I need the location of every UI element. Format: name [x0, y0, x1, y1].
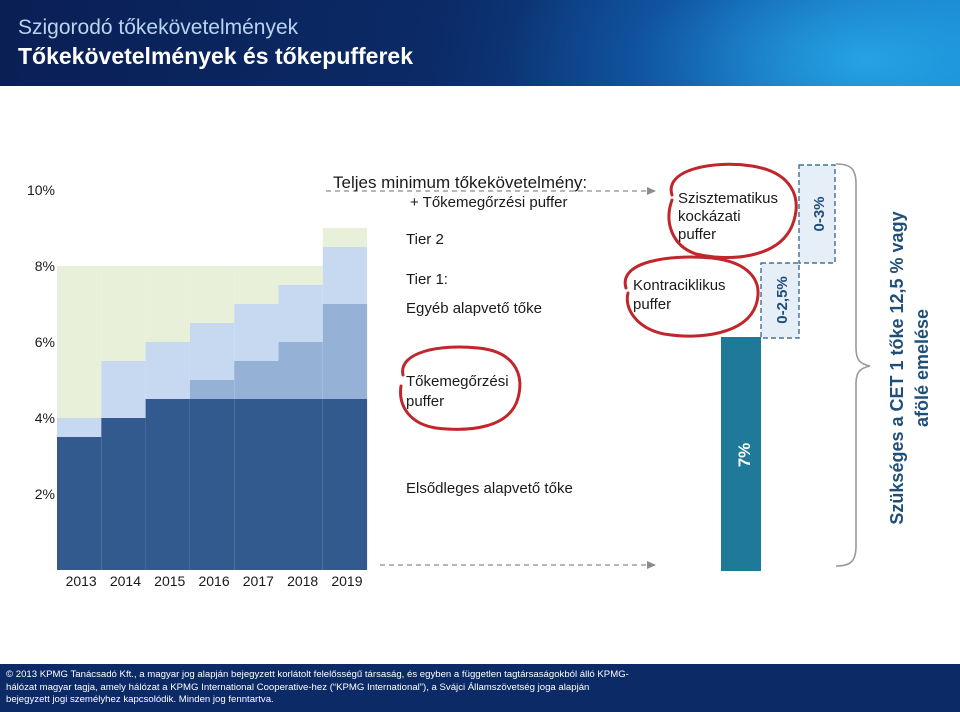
slide-header: Szigorodó tőkekövetelmények Tőkekövetelm… — [0, 0, 960, 86]
tier1-label: Tier 1: — [406, 271, 448, 288]
bar-segment — [145, 399, 190, 570]
y-axis-labels: 10% 8% 6% 4% 2% — [27, 182, 55, 502]
bar-segment — [101, 418, 146, 570]
bar-segment — [234, 266, 279, 304]
x-tick-label: 2016 — [198, 573, 229, 589]
x-tick-label: 2017 — [243, 573, 274, 589]
bar-segment — [189, 399, 235, 570]
x-tick-label: 2013 — [66, 573, 97, 589]
tier2-label: Tier 2 — [406, 231, 444, 248]
bar-segment — [145, 342, 190, 399]
x-axis-labels: 2013 2014 2015 2016 2017 2018 2019 — [66, 573, 363, 589]
systemic-range-label: 0-3% — [811, 196, 828, 231]
capital-requirements-chart: 10% 8% 6% 4% 2% 2013 2014 2015 2016 2017 2018 2019… — [27, 162, 932, 589]
bar-segment — [57, 437, 102, 570]
systemic-buffer-label-line2: kockázati — [678, 208, 741, 225]
other-core-capital-label: Egyéb alapvető tőke — [406, 300, 542, 317]
cet1-label: Elsődleges alapvető tőke — [406, 480, 573, 497]
total-requirement-subheading: + Tőkemegőrzési puffer — [410, 194, 567, 211]
countercyclical-buffer-label-line1: Kontraciklikus — [633, 277, 726, 294]
bar-segment — [101, 266, 146, 361]
countercyclical-buffer-highlight-circle — [623, 255, 760, 338]
bar-segment — [189, 266, 235, 323]
y-tick-label: 10% — [27, 182, 55, 198]
bar-segment — [322, 228, 368, 247]
bar-segment — [234, 399, 279, 570]
total-requirement-heading: Teljes minimum tőkekövetelmény: — [333, 173, 587, 192]
bar-segment — [234, 304, 279, 361]
legal-notice-line1: © 2013 KPMG Tanácsadó Kft., a magyar jog… — [6, 669, 629, 680]
x-tick-label: 2019 — [331, 573, 362, 589]
x-tick-label: 2015 — [154, 573, 185, 589]
y-tick-label: 8% — [35, 258, 55, 274]
conservation-buffer-label-line1: Tőkemegőrzési — [406, 373, 509, 390]
x-tick-label: 2014 — [110, 573, 141, 589]
systemic-buffer-highlight-circle — [667, 162, 798, 260]
bar-segment — [57, 266, 102, 418]
bar-segment — [145, 266, 190, 342]
cet1-requirement-note-line1: Szükséges a CET 1 tőke 12,5 % vagy — [887, 211, 907, 524]
bar-segment — [234, 361, 279, 399]
bar-segment — [278, 399, 323, 570]
slide-footer: © 2013 KPMG Tanácsadó Kft., a magyar jog… — [0, 664, 960, 712]
minimum-7-percent-label: 7% — [735, 443, 754, 468]
legal-notice-line3: bejegyzett jogi személyhez kapcsolódik. … — [6, 694, 274, 706]
y-tick-label: 2% — [35, 486, 55, 502]
y-tick-label: 4% — [35, 410, 55, 426]
y-tick-label: 6% — [35, 334, 55, 350]
conservation-buffer-label-line2: puffer — [406, 393, 444, 410]
bar-segment — [278, 342, 323, 399]
minimum-7-percent-bar — [721, 337, 761, 571]
bar-segment — [278, 266, 323, 285]
systemic-buffer-label-line1: Szisztematikus — [678, 190, 778, 207]
legal-notice-line2: hálózat magyar tagja, amely hálózat a KP… — [6, 681, 590, 693]
cet1-requirement-note-line2: afölé emelése — [912, 309, 932, 427]
bar-segment — [57, 418, 102, 437]
highlight-circles — [399, 162, 798, 431]
systemic-range-box — [798, 164, 836, 264]
header-decoration — [500, 0, 960, 86]
slide-title: Tőkekövetelmények és tőkepufferek — [18, 43, 414, 69]
countercyclical-range-box — [760, 262, 800, 339]
systemic-buffer-label-line3: puffer — [678, 226, 716, 243]
range-bracket — [835, 163, 871, 567]
stacked-bars — [57, 228, 368, 570]
bar-segment — [101, 361, 146, 418]
countercyclical-range-label: 0-2,5% — [774, 276, 791, 324]
bar-segment — [322, 399, 368, 570]
legal-notice: © 2013 KPMG Tanácsadó Kft., a magyar jog… — [6, 669, 646, 707]
page-number: 10 — [922, 678, 938, 694]
bar-segment — [322, 247, 368, 304]
bar-segment — [189, 323, 235, 380]
conservation-buffer-highlight-circle — [399, 345, 522, 431]
bar-segment — [322, 304, 368, 399]
countercyclical-buffer-label-line2: puffer — [633, 296, 671, 313]
slide-subtitle: Szigorodó tőkekövetelmények — [18, 16, 299, 39]
bar-segment — [189, 380, 235, 399]
x-tick-label: 2018 — [287, 573, 318, 589]
bar-segment — [278, 285, 323, 342]
